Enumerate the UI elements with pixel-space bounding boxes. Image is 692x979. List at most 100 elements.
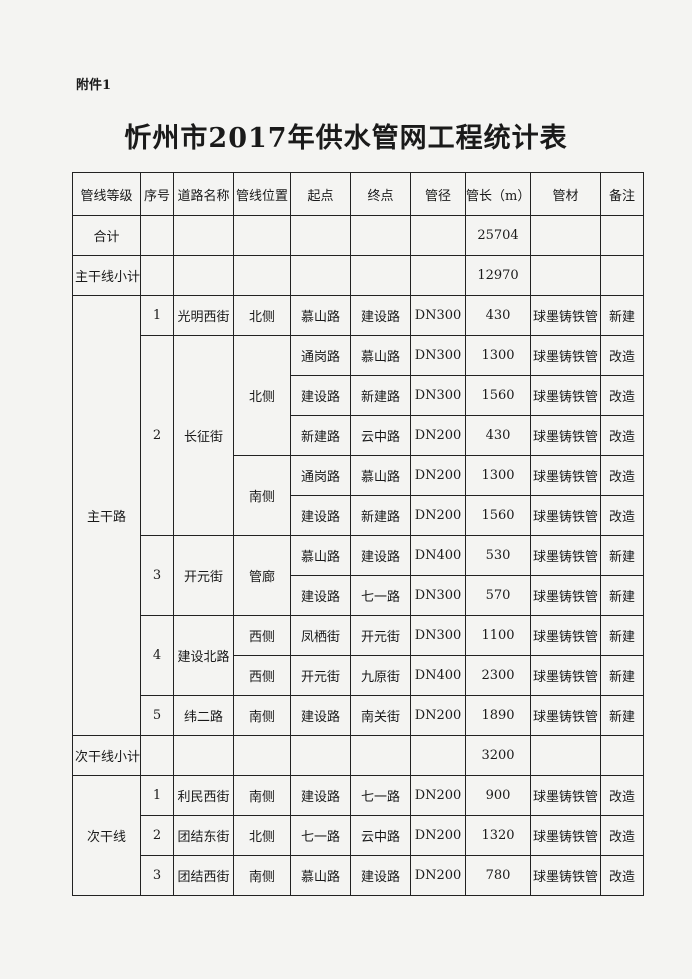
table-cell: [350, 215, 411, 256]
cell-to: 建设路: [350, 295, 411, 336]
cell-dn: DN300: [410, 335, 466, 376]
road-name: 建设北路: [173, 615, 234, 696]
table-row: 西侧 开元街 九原街 DN400 2300 球墨铸铁管 新建: [73, 655, 644, 696]
cell-road: 利民西街: [173, 775, 234, 816]
cell-len: 1560: [465, 375, 531, 416]
serial-number: 4: [140, 615, 174, 696]
column-header: 道路名称: [173, 172, 234, 216]
cell-from: 新建路: [290, 415, 351, 456]
table-row: 主干线小计 12970: [72, 255, 644, 296]
pipe-network-table: 管线等级 序号 道路名称 管线位置 起点 终点 管径 管长（m） 管材 备注 合计 25704 主干线小…: [72, 172, 644, 896]
cell-dn: DN200: [410, 495, 466, 536]
serial-number: 5: [140, 695, 174, 736]
table-row: 2 长征街 北侧 通岗路 慕山路 DN300 1300 球墨铸铁管 改造: [73, 335, 644, 536]
cell-road: 团结东街: [173, 815, 234, 856]
document-title: 忻州市2017年供水管网工程统计表: [124, 123, 568, 154]
sec-subtotal-label: 次干线小计: [72, 735, 141, 776]
serial-number: 1: [140, 295, 174, 336]
table-cell: [173, 255, 234, 296]
road-name: 长征街: [173, 335, 234, 536]
pipe-position: 管廊: [233, 535, 291, 616]
cell-from: 慕山路: [290, 855, 351, 896]
cell-mat: 球墨铸铁管: [530, 495, 601, 536]
cell-to: 新建路: [350, 375, 411, 416]
cell-dn: DN300: [410, 375, 466, 416]
total-length: 25704: [465, 215, 531, 256]
table-cell: [140, 735, 174, 776]
cell-from: 建设路: [290, 695, 351, 736]
table-cell: [173, 735, 234, 776]
pipe-position: 北侧: [233, 295, 291, 336]
pipe-position: 南侧: [233, 455, 291, 536]
cell-no: 1: [140, 775, 174, 816]
cell-len: 1100: [465, 615, 531, 656]
table-row: 合计 25704: [72, 215, 644, 256]
cell-mat: 球墨铸铁管: [530, 375, 601, 416]
cell-to: 建设路: [350, 535, 411, 576]
table-row: 3 团结西街 南侧 慕山路 建设路 DN200 780 球墨铸铁管 改造: [73, 855, 644, 896]
cell-mat: 球墨铸铁管: [530, 815, 601, 856]
table-row: 管线等级 序号 道路名称 管线位置 起点 终点 管径 管长（m） 管材 备注: [72, 172, 644, 216]
cell-to: 云中路: [350, 815, 411, 856]
road-name: 光明西街: [173, 295, 234, 336]
cell-note: 新建: [600, 295, 644, 336]
cell-note: 新建: [600, 575, 644, 616]
pipe-position: 西侧: [233, 655, 291, 696]
serial-number: 2: [140, 335, 174, 536]
cell-road: 团结西街: [173, 855, 234, 896]
cell-mat: 球墨铸铁管: [530, 855, 601, 896]
cell-len: 2300: [465, 655, 531, 696]
table-row: 新建路 云中路 DN200 430 球墨铸铁管 改造: [73, 415, 644, 456]
cell-to: 南关街: [350, 695, 411, 736]
table-cell: [410, 735, 466, 776]
total-label: 合计: [72, 215, 141, 256]
table-cell: [233, 255, 291, 296]
cell-no: 2: [140, 815, 174, 856]
cell-len: 900: [465, 775, 531, 816]
cell-dn: DN300: [410, 575, 466, 616]
cell-note: 改造: [600, 855, 644, 896]
table-row: 5 纬二路 南侧 建设路 南关街 DN200 1890 球墨铸铁管 新建: [73, 695, 644, 736]
cell-to: 七一路: [350, 575, 411, 616]
cell-to: 云中路: [350, 415, 411, 456]
column-header: 管线位置: [233, 172, 291, 216]
table-cell: [290, 255, 351, 296]
table-cell: [350, 255, 411, 296]
group-label: 主干路: [72, 295, 141, 736]
cell-len: 1320: [465, 815, 531, 856]
cell-dn: DN200: [410, 815, 466, 856]
cell-note: 新建: [600, 535, 644, 576]
cell-dn: DN300: [410, 295, 466, 336]
cell-len: 530: [465, 535, 531, 576]
table-cell: [530, 215, 601, 256]
cell-from: 凤栖街: [290, 615, 351, 656]
cell-mat: 球墨铸铁管: [530, 415, 601, 456]
column-header: 起点: [290, 172, 351, 216]
cell-len: 780: [465, 855, 531, 896]
cell-len: 430: [465, 415, 531, 456]
cell-note: 改造: [600, 335, 644, 376]
cell-note: 改造: [600, 775, 644, 816]
cell-dn: DN200: [410, 855, 466, 896]
cell-dn: DN400: [410, 655, 466, 696]
table-row: 3 开元街 管廊 慕山路 建设路 DN400 530 球墨铸铁管 新建: [73, 535, 644, 616]
cell-note: 新建: [600, 655, 644, 696]
table-row: 主干路 1 光明西街 北侧 慕山路 建设路 DN300 430 球墨铸铁管 新建: [72, 295, 644, 736]
cell-note: 改造: [600, 375, 644, 416]
cell-to: 建设路: [350, 855, 411, 896]
cell-mat: 球墨铸铁管: [530, 295, 601, 336]
cell-mat: 球墨铸铁管: [530, 655, 601, 696]
cell-mat: 球墨铸铁管: [530, 335, 601, 376]
cell-pos: 北侧: [233, 815, 291, 856]
cell-mat: 球墨铸铁管: [530, 575, 601, 616]
table-row: 建设路 七一路 DN300 570 球墨铸铁管 新建: [73, 575, 644, 616]
table-cell: [530, 735, 601, 776]
table-cell: [290, 735, 351, 776]
column-header: 备注: [600, 172, 644, 216]
pipe-position: 西侧: [233, 615, 291, 656]
cell-dn: DN400: [410, 535, 466, 576]
cell-from: 慕山路: [290, 295, 351, 336]
cell-from: 建设路: [290, 375, 351, 416]
cell-to: 七一路: [350, 775, 411, 816]
cell-dn: DN200: [410, 695, 466, 736]
